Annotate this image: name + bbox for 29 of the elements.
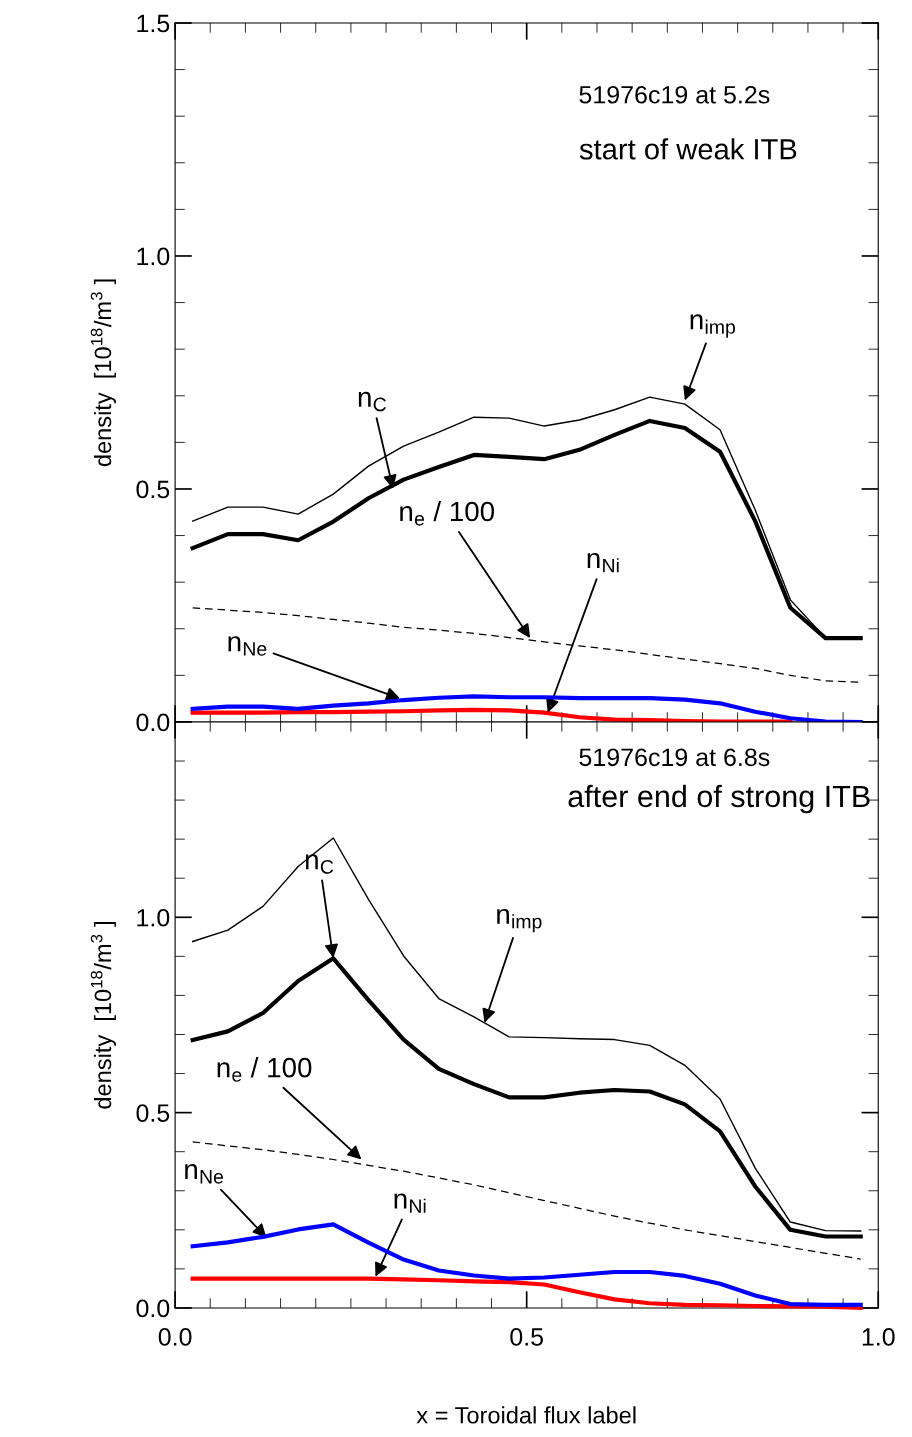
annotation: n$_{Ni}$ [587,552,619,573]
text: after end of strong ITB [568,784,870,814]
annotation: n$_{C}$ [358,391,386,412]
annotation: n$_{Ne}$ [228,636,267,656]
y-tick-label: 1.5 [137,14,170,33]
text: start of weak ITB [579,138,797,160]
y-tick-label: 1.0 [137,247,170,266]
x-tick-label: 0.0 [158,1328,192,1346]
annotation: n$_{imp}$ [497,908,542,933]
x-axis-title: x = Toroidal flux label [416,1406,636,1424]
y-axis-title: density [10$^{18}$/m$^{3}$ ] [90,921,116,1109]
annotation: n$_{e}$ / 100 [400,500,495,526]
annotation: n$_{e}$ / 100 [217,1057,312,1082]
annotation: n$_{Ne}$ [185,1164,224,1184]
text: 51976c19 at 5.2s [579,85,770,104]
x-tick-label: 0.5 [510,1328,544,1346]
y-tick-label: 0.5 [136,1104,170,1122]
y-tick-label: 1.0 [137,908,170,927]
y-tick-label: 0.5 [136,480,170,499]
y-tick-label: 0.0 [136,1299,170,1318]
annotation: n$_{C}$ [305,854,334,874]
line-series [190,1276,863,1311]
line-series [190,1222,863,1307]
text: 51976c19 at 6.8s [579,748,770,767]
annotation: n$_{Ni}$ [394,1193,426,1213]
y-tick-label: 0.0 [136,713,170,732]
x-tick-label: 1.0 [862,1328,895,1346]
y-axis-title: density [10$^{18}$/m$^{3}$ ] [90,279,116,467]
annotation: n$_{imp}$ [690,314,735,338]
